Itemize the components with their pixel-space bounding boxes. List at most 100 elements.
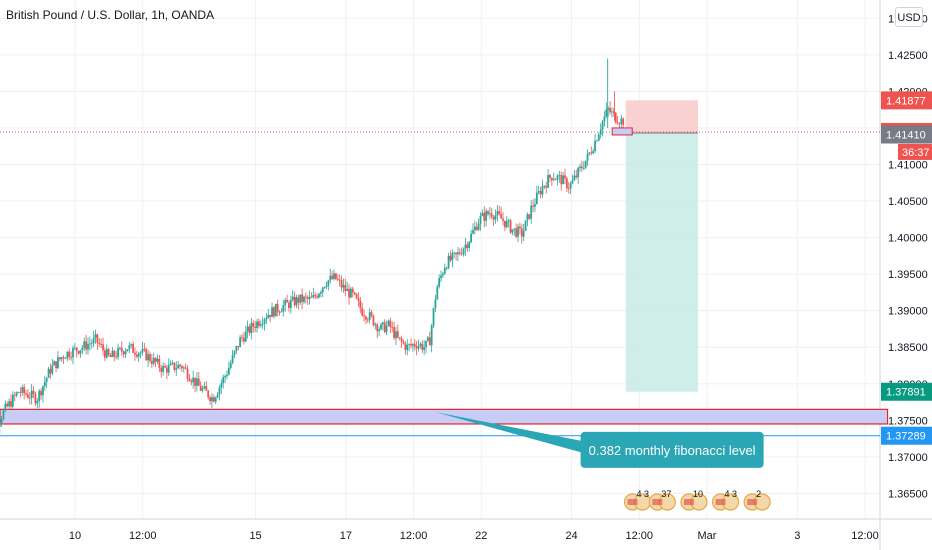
price-axis[interactable]: 1.365001.370001.375001.380001.385001.390…	[879, 0, 928, 550]
candle-body	[380, 324, 382, 330]
candle-body	[269, 314, 272, 318]
candle-body	[387, 320, 390, 326]
candle-body	[434, 299, 437, 309]
entry-marker-box[interactable]	[611, 127, 633, 136]
candle-body	[622, 118, 625, 125]
candle-body	[372, 315, 375, 326]
candle-body	[122, 351, 125, 355]
candle-body	[239, 337, 242, 348]
price-tick-label: 1.39000	[888, 306, 928, 318]
time-axis[interactable]: 10 12:00 15 17 12:00 22 24 12:00 Mar 3 12:00	[0, 518, 932, 542]
candle-body	[490, 213, 493, 217]
candle-body	[428, 337, 431, 346]
candle-body	[90, 343, 93, 344]
candle-body	[96, 334, 99, 343]
candle-body	[353, 292, 356, 294]
candle-body	[331, 275, 334, 279]
candle-body	[404, 343, 407, 350]
candle-body	[348, 288, 350, 298]
candle-body	[231, 354, 234, 363]
support-zone-rect[interactable]	[0, 408, 889, 425]
candle-body	[588, 152, 591, 154]
candle-body	[132, 344, 134, 353]
candle-body	[87, 344, 89, 350]
candle-body	[246, 326, 249, 332]
candle-body	[526, 214, 529, 221]
fibonacci-callout[interactable]: 0.382 monthly fibonacci level	[436, 412, 764, 468]
price-tick-label: 1.36500	[888, 488, 928, 500]
candle-body	[599, 129, 602, 135]
candle-body	[8, 401, 11, 407]
candle-body	[104, 350, 106, 358]
candle-body	[194, 377, 196, 386]
candle-body	[291, 296, 294, 300]
candle-body	[2, 410, 5, 420]
candle-body	[421, 343, 424, 350]
candle-body	[40, 390, 42, 396]
candle-body	[162, 366, 165, 372]
candle-body	[498, 211, 501, 214]
candle-body	[520, 228, 523, 237]
callout-box[interactable]	[580, 431, 764, 468]
candle-body	[58, 357, 61, 360]
candle-body	[575, 175, 578, 178]
candle-body	[329, 275, 332, 281]
candle-body	[415, 346, 418, 349]
candle-body	[505, 220, 508, 228]
candle-body	[321, 287, 324, 293]
time-tick-label: 12:00	[851, 530, 879, 542]
time-tick-label: 22	[475, 530, 487, 542]
candle-body	[6, 403, 9, 407]
candle-body	[383, 322, 386, 333]
candle-body	[107, 349, 110, 356]
candle-body	[402, 341, 405, 344]
callout-pointer	[436, 412, 587, 454]
candle-body	[316, 296, 319, 298]
candle-body	[145, 348, 148, 361]
candle-body	[359, 300, 362, 309]
candle-body	[417, 345, 420, 349]
candle-body	[192, 377, 195, 383]
candle-body	[565, 178, 568, 189]
candle-body	[64, 358, 67, 360]
candle-body	[496, 211, 499, 216]
candle-body	[60, 357, 63, 360]
flag-stripe-icon	[715, 499, 726, 505]
candle-body	[453, 252, 456, 254]
short-position-tool[interactable]	[625, 100, 698, 392]
candle-body	[385, 325, 388, 333]
stop-loss-zone[interactable]	[625, 100, 698, 134]
candle-body	[410, 344, 412, 346]
candle-body	[100, 344, 103, 345]
candle-body	[488, 213, 491, 215]
candle-body	[419, 343, 422, 346]
candle-body	[158, 358, 161, 368]
time-tick-label: 12:00	[400, 530, 428, 542]
candle-body	[182, 367, 185, 369]
event-count: 37	[661, 489, 671, 499]
currency-button[interactable]: USD	[895, 7, 923, 27]
candle-body	[4, 403, 7, 411]
candle-body	[370, 312, 373, 316]
candle-body	[432, 308, 435, 326]
support-zone[interactable]	[0, 408, 889, 437]
candle-body	[274, 303, 277, 317]
time-tick-label: 24	[565, 530, 577, 542]
candle-body	[197, 378, 200, 386]
candle-body	[485, 211, 488, 221]
economic-events[interactable]: 4 3 37 10 4 3 2	[623, 489, 771, 511]
candle-body	[303, 296, 305, 302]
support-level-badge: 1.37289	[886, 431, 926, 443]
take-profit-zone[interactable]	[625, 133, 698, 392]
candle-body	[586, 153, 589, 161]
candle-body	[216, 394, 219, 398]
candle-body	[342, 285, 345, 288]
candle-body	[205, 386, 208, 391]
candle-body	[616, 122, 619, 124]
candle-body	[226, 374, 228, 377]
candle-body	[177, 364, 180, 369]
candle-body	[366, 319, 369, 321]
